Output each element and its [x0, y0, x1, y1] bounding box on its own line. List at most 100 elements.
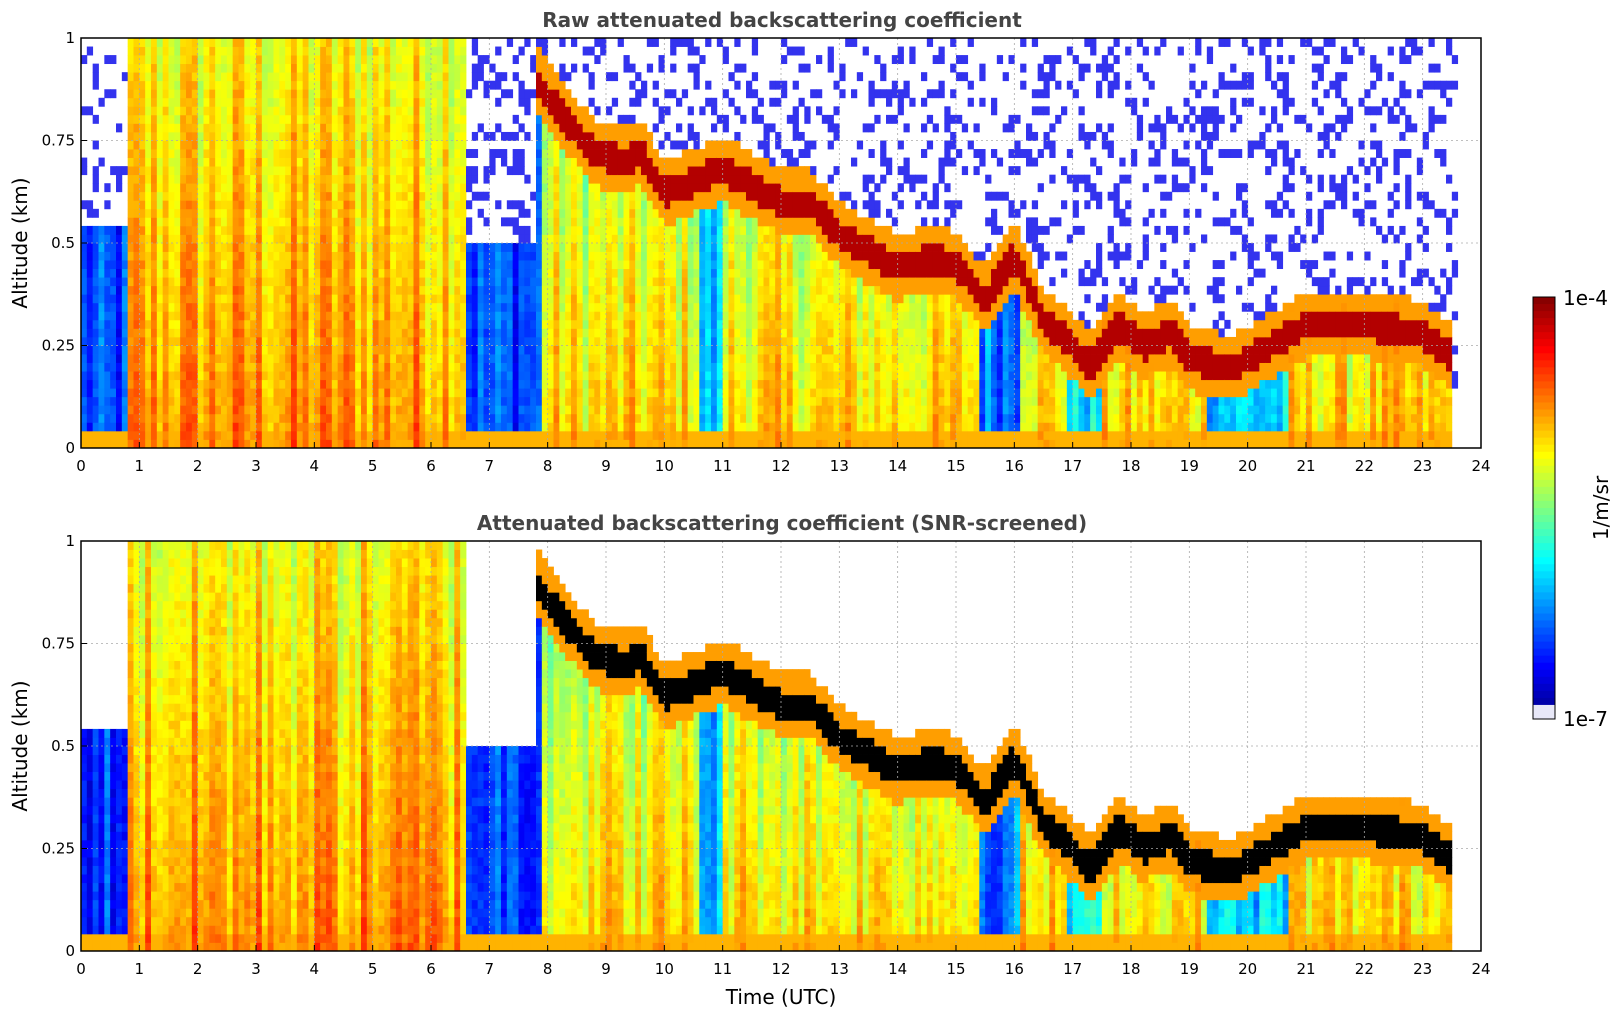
heatmap-cell	[291, 200, 298, 210]
heatmap-cell	[145, 251, 152, 261]
heatmap-cell	[431, 174, 438, 184]
heatmap-cell	[740, 200, 747, 210]
heatmap-cell	[740, 388, 747, 398]
heatmap-cell	[390, 97, 397, 107]
heatmap-cell	[256, 217, 263, 227]
heatmap-cell	[139, 277, 146, 287]
heatmap-cell	[495, 285, 502, 295]
heatmap-cell	[291, 379, 298, 389]
heatmap-cell	[343, 243, 350, 252]
heatmap-cell	[419, 388, 426, 398]
heatmap-cell	[658, 396, 665, 406]
heatmap-cell	[506, 439, 514, 449]
heatmap-cell	[716, 388, 724, 398]
heatmap-cell	[711, 345, 718, 355]
heatmap-cell	[530, 430, 537, 440]
heatmap-cell	[407, 268, 414, 278]
heatmap-cell	[110, 362, 117, 372]
heatmap-cell	[355, 123, 362, 133]
heatmap-cell	[588, 46, 595, 56]
heatmap-cell	[495, 149, 502, 158]
heatmap-cell	[378, 328, 385, 338]
heatmap-cell	[174, 183, 181, 193]
heatmap-cell	[541, 430, 549, 440]
heatmap-cell	[460, 200, 467, 210]
heatmap-cell	[740, 379, 747, 389]
heatmap-cell	[728, 157, 735, 167]
heatmap-cell	[267, 38, 274, 47]
heatmap-cell	[390, 251, 397, 261]
heatmap-cell	[681, 140, 689, 150]
heatmap-cell	[553, 285, 560, 295]
heatmap-cell	[518, 46, 525, 56]
heatmap-cell	[186, 277, 193, 287]
heatmap-cell	[261, 243, 269, 252]
heatmap-cell	[623, 319, 630, 329]
heatmap-cell	[751, 225, 759, 235]
heatmap-cell	[489, 371, 496, 381]
heatmap-cell	[396, 174, 403, 184]
heatmap-cell	[670, 345, 677, 355]
heatmap-cell	[366, 191, 374, 201]
heatmap-cell	[355, 114, 362, 124]
heatmap-cell	[641, 131, 648, 141]
heatmap-cell	[670, 200, 677, 210]
heatmap-cell	[687, 200, 694, 210]
heatmap-cell	[559, 191, 566, 201]
heatmap-cell	[174, 106, 181, 116]
heatmap-cell	[454, 413, 461, 423]
heatmap-cell	[547, 149, 554, 158]
heatmap-cell	[471, 294, 479, 304]
heatmap-cell	[530, 89, 537, 99]
heatmap-cell	[559, 362, 566, 372]
heatmap-cell	[407, 97, 414, 107]
heatmap-cell	[477, 311, 484, 321]
heatmap-cell	[477, 55, 484, 65]
heatmap-cell	[611, 302, 619, 312]
heatmap-cell	[372, 123, 379, 133]
heatmap-cell	[291, 422, 298, 432]
heatmap-cell	[372, 183, 379, 193]
heatmap-cell	[267, 243, 274, 252]
heatmap-cell	[86, 260, 94, 270]
heatmap-cell	[320, 345, 327, 355]
heatmap-cell	[594, 251, 601, 261]
heatmap-cell	[296, 208, 304, 218]
heatmap-cell	[664, 166, 671, 176]
heatmap-cell	[127, 430, 134, 440]
heatmap-cell	[460, 354, 467, 363]
heatmap-cell	[524, 371, 531, 381]
heatmap-cell	[337, 379, 344, 389]
heatmap-cell	[273, 97, 280, 107]
heatmap-cell	[629, 345, 636, 355]
heatmap-cell	[699, 328, 706, 338]
heatmap-cell	[460, 362, 467, 372]
heatmap-cell	[162, 319, 169, 329]
heatmap-cell	[419, 234, 426, 244]
heatmap-cell	[366, 200, 374, 210]
heatmap-cell	[256, 362, 263, 372]
heatmap-cell	[401, 362, 409, 372]
heatmap-cell	[635, 379, 642, 389]
heatmap-cell	[693, 46, 700, 56]
heatmap-cell	[740, 354, 747, 363]
heatmap-cell	[641, 217, 648, 227]
heatmap-cell	[641, 123, 648, 133]
heatmap-cell	[681, 149, 689, 158]
heatmap-cell	[361, 208, 368, 218]
heatmap-cell	[419, 362, 426, 372]
heatmap-cell	[611, 208, 619, 218]
heatmap-cell	[664, 225, 671, 235]
heatmap-cell	[716, 149, 724, 158]
heatmap-cell	[180, 131, 187, 141]
heatmap-cell	[215, 302, 222, 312]
heatmap-cell	[384, 422, 391, 432]
heatmap-cell	[273, 149, 280, 158]
heatmap-cell	[431, 354, 438, 363]
heatmap-cell	[221, 362, 228, 372]
heatmap-cell	[267, 430, 274, 440]
heatmap-cell	[156, 413, 164, 423]
heatmap-cell	[600, 243, 607, 252]
heatmap-cell	[722, 191, 729, 201]
heatmap-cell	[442, 371, 449, 381]
